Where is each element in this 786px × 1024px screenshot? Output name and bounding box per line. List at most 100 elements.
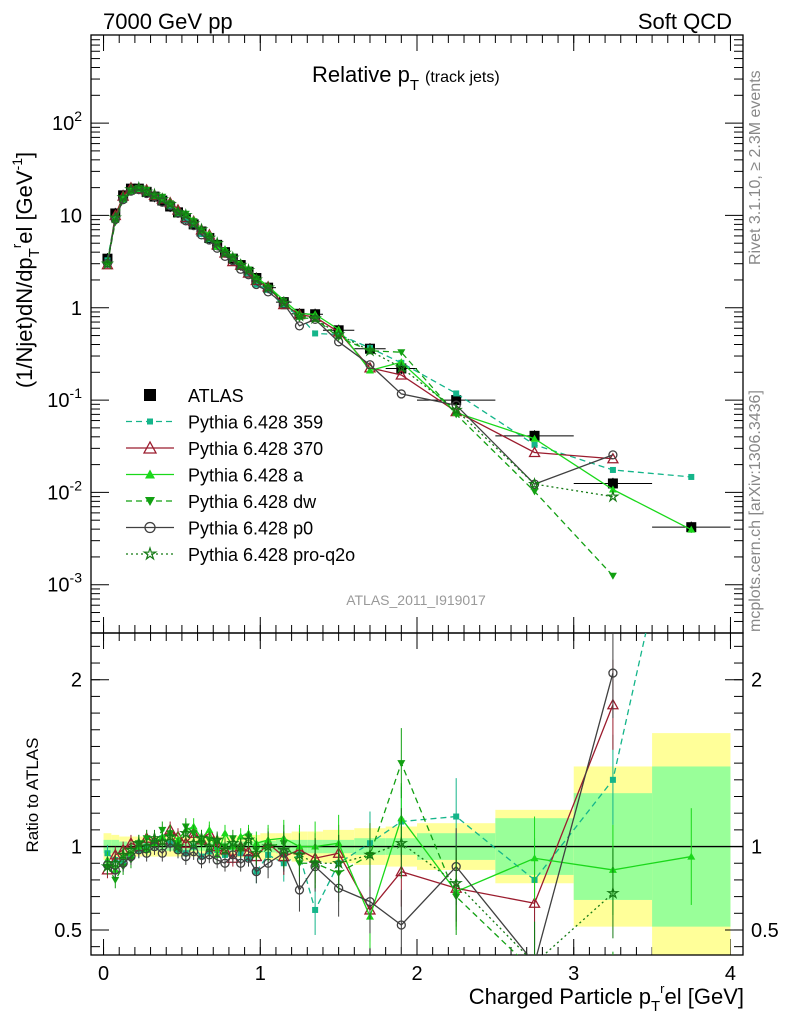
legend-label: Pythia 6.428 370 — [188, 439, 323, 459]
marker-square — [609, 466, 616, 473]
x-tick-label: 0 — [98, 963, 109, 985]
x-tick-label: 1 — [255, 963, 266, 985]
x-tick-label: 2 — [411, 963, 422, 985]
header-left: 7000 GeV pp — [103, 9, 233, 34]
y-tick-base: 10 — [47, 575, 69, 597]
marker-star-open — [124, 182, 138, 196]
marker-star-open — [124, 842, 138, 856]
marker-star-open — [131, 180, 146, 194]
marker-star-open — [527, 477, 542, 490]
marker-triangle-down — [397, 760, 406, 768]
marker-circle-open — [212, 855, 222, 865]
marker-star-open — [394, 360, 409, 374]
marker-star-open — [363, 847, 377, 861]
marker-square — [147, 418, 153, 425]
marker-circle-open — [144, 521, 156, 534]
legend-item-3: Pythia 6.428 a — [126, 466, 304, 486]
marker-star-open — [308, 856, 322, 870]
marker-triangle-down — [142, 186, 151, 194]
marker-star-open — [186, 216, 201, 230]
y-tick-base: 10 — [47, 390, 69, 412]
y-tick-exponent: -3 — [70, 570, 83, 586]
marker-star-open — [449, 876, 463, 889]
marker-square — [451, 395, 462, 406]
marker-star-open — [210, 236, 224, 249]
series-line — [106, 187, 614, 577]
marker-star-open — [218, 842, 232, 856]
y-tick-label: 1 — [71, 298, 82, 320]
y-tick-base: 10 — [47, 482, 69, 504]
marker-triangle-open — [142, 440, 158, 454]
marker-star-open — [186, 836, 201, 850]
marker-star-open — [139, 184, 154, 198]
marker-circle-open — [333, 337, 344, 347]
series-6 — [100, 180, 620, 503]
marker-star-open — [100, 859, 115, 873]
y-tick-base: 10 — [52, 113, 74, 135]
ratio-series-2 — [101, 659, 620, 945]
marker-star-open — [108, 210, 122, 224]
marker-star-open — [276, 295, 291, 309]
marker-star-open — [331, 856, 346, 870]
marker-star-open — [194, 222, 209, 236]
marker-circle-open — [396, 389, 406, 399]
ratio-series-layer — [100, 633, 696, 967]
marker-triangle — [608, 485, 617, 493]
marker-star-open — [147, 831, 162, 845]
mcplots-reference-label: mcplots.cern.ch [arXiv:1306.3436] — [747, 390, 764, 632]
marker-star-open — [241, 263, 256, 277]
marker-circle-open — [243, 270, 254, 280]
marker-triangle-open — [179, 836, 192, 848]
legend-label: Pythia 6.428 dw — [188, 492, 317, 512]
legend-label: Pythia 6.428 pro-q2o — [188, 545, 355, 565]
marker-square — [609, 776, 616, 783]
marker-star-open — [202, 839, 217, 853]
y-tick-label: 10-1 — [47, 385, 82, 412]
series-2 — [101, 181, 620, 464]
marker-square — [453, 390, 460, 397]
series-4 — [103, 184, 617, 580]
y-tick-exponent: -2 — [70, 477, 83, 493]
marker-circle-open — [294, 885, 305, 895]
ratio-series-5 — [102, 633, 618, 967]
marker-circle-open — [531, 959, 539, 967]
marker-triangle-down — [111, 876, 120, 884]
y-axis-label: (1/Njet)dN/dpTrel [GeV-1] — [9, 152, 43, 388]
marker-triangle-down — [397, 349, 406, 357]
series-line — [106, 187, 614, 498]
marker-triangle — [530, 434, 539, 442]
legend-item-6: Pythia 6.428 pro-q2o — [126, 545, 355, 565]
legend-label: Pythia 6.428 359 — [188, 413, 323, 433]
marker-triangle — [687, 525, 696, 533]
marker-star-open — [292, 308, 307, 322]
marker-star-open — [226, 250, 240, 264]
y-tick-label: 10-3 — [47, 570, 82, 597]
legend-label: Pythia 6.428 a — [188, 466, 304, 486]
marker-circle-open — [251, 866, 262, 877]
marker-circle-open — [196, 855, 207, 865]
marker-circle-open — [236, 858, 246, 868]
marker-circle-open — [451, 400, 461, 410]
ratio-y-axis-label: Ratio to ATLAS — [23, 738, 42, 853]
legend-label: ATLAS — [188, 386, 244, 406]
marker-square — [312, 906, 319, 913]
legend-item-5: Pythia 6.428 p0 — [126, 519, 313, 539]
marker-circle-open — [181, 851, 191, 862]
marker-triangle-down — [205, 233, 214, 241]
marker-circle-open — [118, 194, 128, 205]
marker-star-open — [147, 187, 162, 201]
marker-triangle-down — [608, 572, 617, 580]
ratio-y-tick-label-right: 2 — [751, 670, 762, 692]
ratio-series-line — [106, 761, 519, 955]
marker-circle-open — [608, 450, 618, 460]
marker-star-open — [116, 190, 130, 204]
marker-star-open — [606, 489, 620, 503]
y-tick-base: 10 — [60, 205, 82, 227]
marker-star-open — [202, 230, 217, 244]
marker-triangle — [365, 366, 374, 374]
marker-star-open — [292, 847, 307, 861]
ratio-series-line — [107, 832, 614, 955]
marker-triangle-down — [189, 830, 198, 838]
